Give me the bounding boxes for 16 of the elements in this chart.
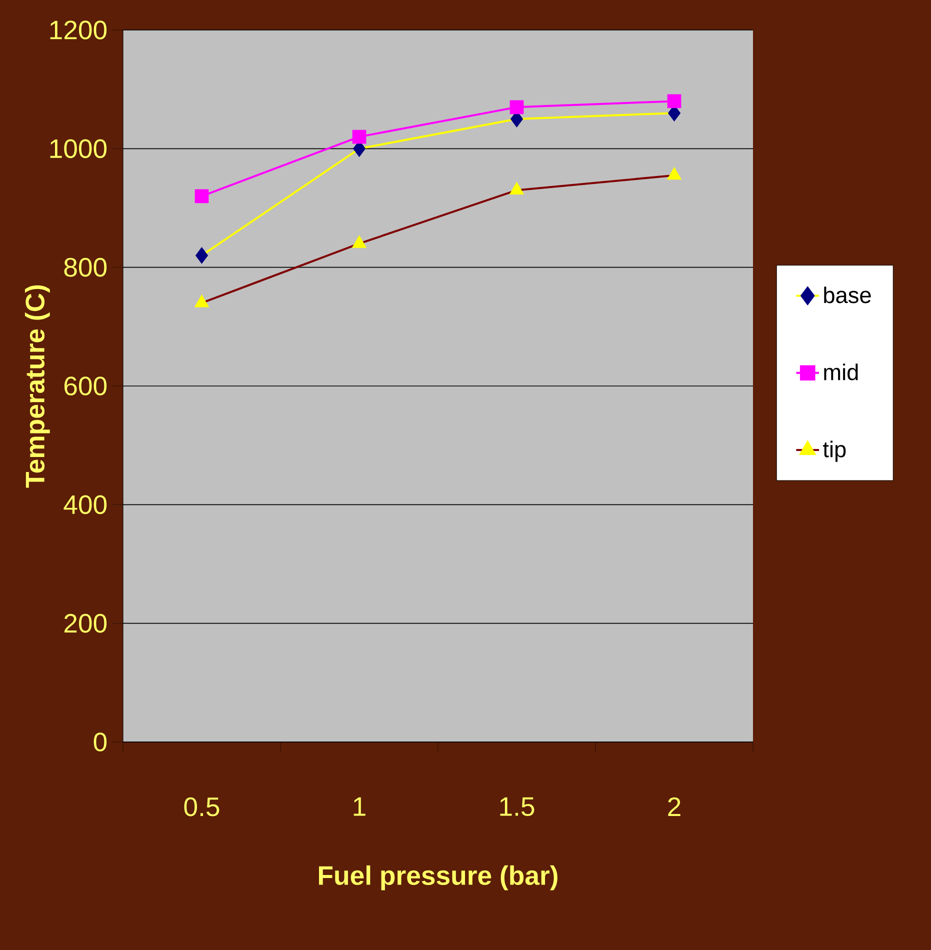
y-tick-label: 1200 [50, 20, 107, 40]
y-tick-label: 400 [64, 495, 107, 514]
x-tick-label: 1.5 [500, 797, 534, 816]
y-tick-label: 0 [94, 732, 107, 752]
x-tick-label: 0.5 [184, 797, 220, 816]
y-tick-label: 600 [64, 376, 107, 396]
legend-label: mid [824, 364, 858, 380]
x-tick-label: 1 [354, 797, 366, 816]
y-tick-label: 800 [64, 258, 107, 277]
x-axis-title: Fuel pressure (bar) [319, 865, 558, 890]
y-axis-title: Temperature (C) [24, 285, 50, 488]
x-tick-label: 2 [668, 797, 680, 816]
legend-label: tip [823, 440, 846, 462]
y-tick-label: 1000 [50, 139, 107, 158]
legend-label: base [824, 286, 871, 304]
y-tick-label: 200 [64, 614, 107, 633]
